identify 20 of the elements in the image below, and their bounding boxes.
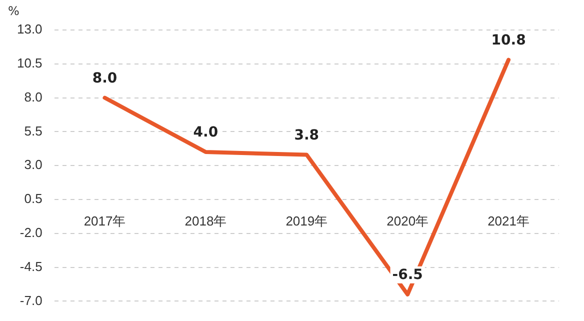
data-label: 3.8 bbox=[294, 127, 320, 144]
y-tick-label: -4.5 bbox=[20, 258, 42, 274]
data-label: 8.0 bbox=[92, 70, 118, 86]
y-axis-title: % bbox=[8, 4, 20, 18]
data-label: 4.0 bbox=[193, 124, 218, 141]
y-tick-label: -2.0 bbox=[20, 224, 42, 240]
y-tick-label: 10.5 bbox=[16, 55, 42, 70]
data-label: -6.5 bbox=[392, 267, 423, 284]
y-tick-label: 5.5 bbox=[24, 123, 42, 138]
y-tick-label: 8.0 bbox=[24, 89, 42, 104]
x-tick-label: 2018年 bbox=[184, 214, 227, 229]
y-tick-label: 3.0 bbox=[24, 157, 42, 172]
y-tick-label: -7.0 bbox=[20, 292, 42, 308]
x-tick-label: 2019年 bbox=[286, 214, 328, 229]
y-tick-label: 0.5 bbox=[24, 191, 42, 206]
x-tick-label: 2021年 bbox=[488, 214, 530, 229]
x-tick-label: 2017年 bbox=[84, 214, 126, 229]
x-tick-label: 2020年 bbox=[386, 214, 429, 229]
y-tick-label: 13.0 bbox=[16, 22, 42, 37]
data-label: 10.8 bbox=[491, 32, 526, 48]
